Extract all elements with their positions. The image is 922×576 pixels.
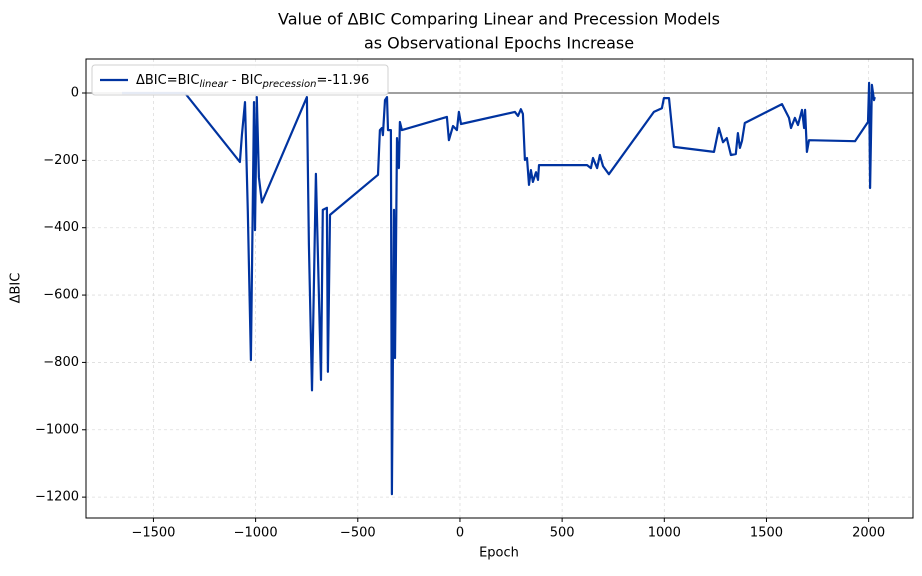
data-line — [122, 81, 876, 496]
chart-title: as Observational Epochs Increase — [364, 34, 634, 53]
x-tick-label: 0 — [456, 526, 464, 541]
legend-label-part: ΔBIC=BIC — [136, 73, 199, 88]
legend-label-part: precession — [262, 79, 317, 90]
y-tick-label: −200 — [43, 153, 79, 168]
x-tick-label: 1500 — [750, 526, 783, 541]
chart-title: Value of ΔBIC Comparing Linear and Prece… — [278, 10, 720, 29]
legend-label: ΔBIC=BIClinear - BICprecession=-11.96 — [136, 73, 369, 91]
x-tick-label: −1500 — [131, 526, 175, 541]
x-tick-label: −1000 — [234, 526, 278, 541]
y-tick-label: −800 — [43, 355, 79, 370]
x-tick-label: 2000 — [852, 526, 885, 541]
y-tick-label: −1000 — [35, 422, 79, 437]
x-tick-label: 1000 — [648, 526, 681, 541]
y-tick-label: −1200 — [35, 490, 79, 505]
legend-label-part: - BIC — [228, 73, 263, 88]
y-axis-label: ΔBIC — [9, 273, 24, 304]
x-tick-label: −500 — [340, 526, 376, 541]
x-tick-label: 500 — [550, 526, 575, 541]
x-axis-label: Epoch — [479, 546, 519, 561]
y-tick-label: −400 — [43, 220, 79, 235]
y-tick-label: 0 — [71, 86, 79, 101]
legend-label-part: linear — [199, 79, 228, 90]
legend-label-part: =-11.96 — [316, 73, 369, 88]
y-tick-label: −600 — [43, 288, 79, 303]
legend-box — [91, 64, 389, 96]
plot-frame — [85, 58, 914, 519]
